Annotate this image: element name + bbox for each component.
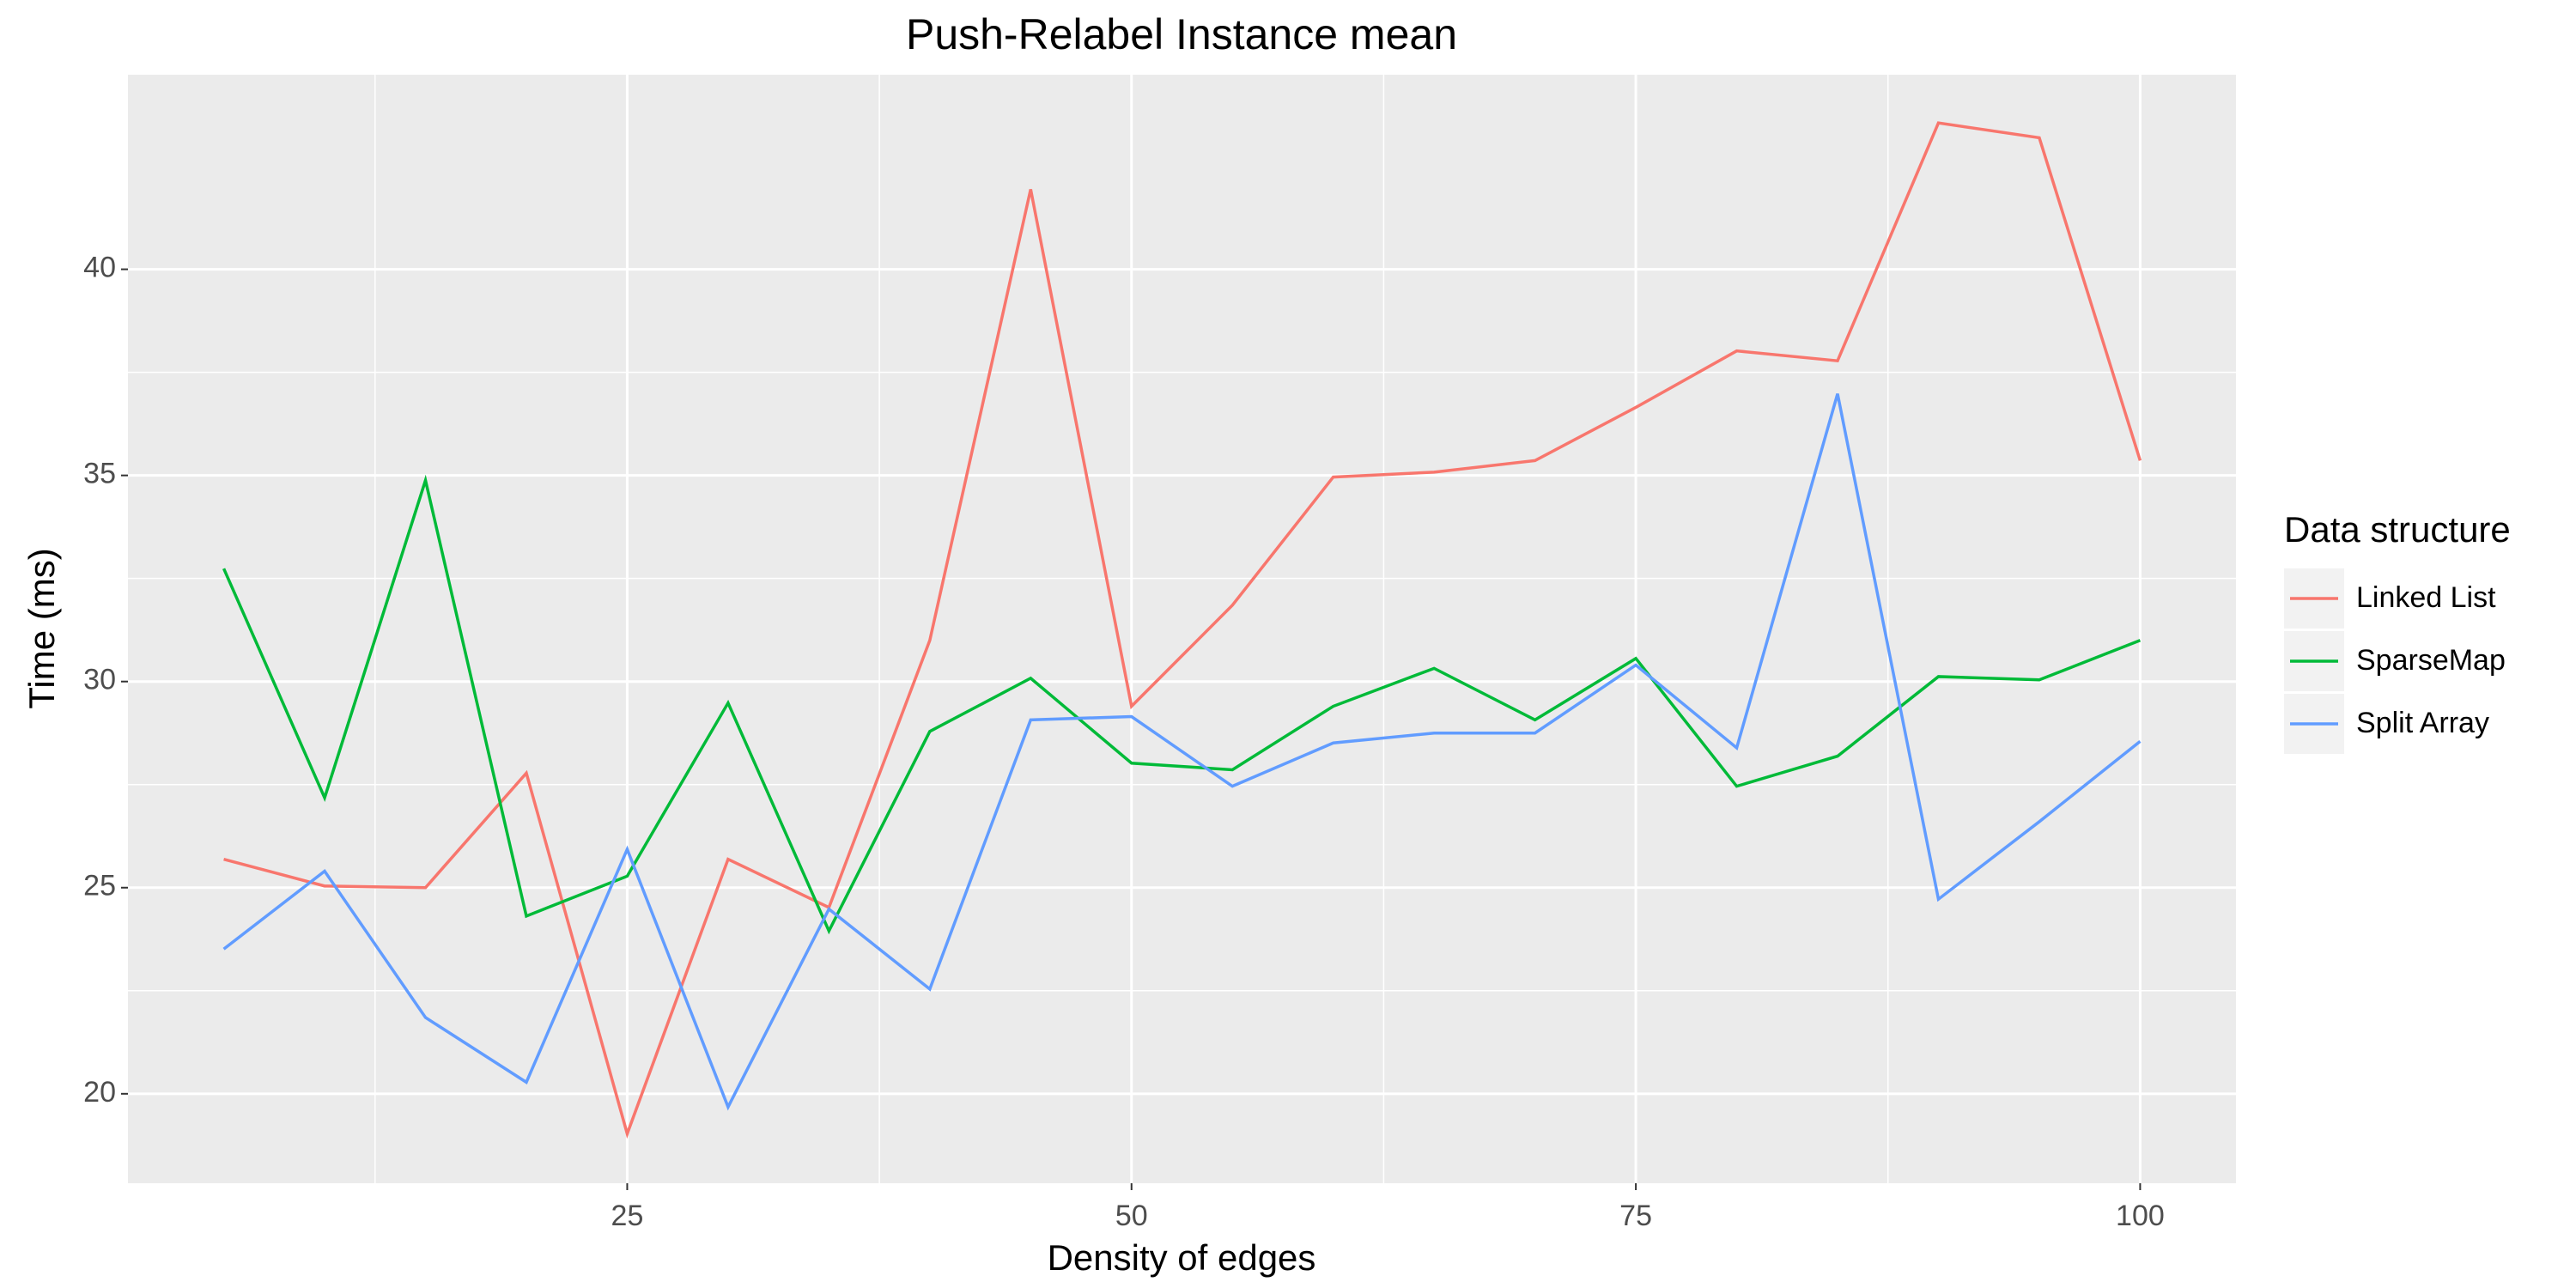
x-tick-label: 25 — [611, 1200, 644, 1232]
y-tick-label: 40 — [83, 252, 116, 284]
legend-label: SparseMap — [2356, 644, 2506, 677]
y-tick-label: 20 — [83, 1076, 116, 1109]
legend-label: Split Array — [2356, 707, 2489, 739]
series-line — [222, 393, 2142, 1111]
y-tick-label: 35 — [83, 458, 116, 490]
x-tick-label: 100 — [2116, 1200, 2165, 1232]
series-line — [223, 121, 2142, 1139]
legend-title: Data structure — [2284, 509, 2511, 550]
series-line — [222, 474, 2142, 935]
y-tick-label: 25 — [83, 870, 116, 902]
legend-label: Linked List — [2356, 581, 2496, 614]
y-axis-label: Time (ms) — [21, 548, 62, 708]
x-axis-label: Density of edges — [1048, 1237, 1316, 1278]
x-tick-label: 50 — [1115, 1200, 1148, 1232]
plot-background — [128, 75, 2236, 1183]
x-tick-label: 75 — [1619, 1200, 1652, 1232]
y-tick-label: 30 — [83, 664, 116, 696]
chart-title: Push-Relabel Instance mean — [906, 10, 1457, 58]
